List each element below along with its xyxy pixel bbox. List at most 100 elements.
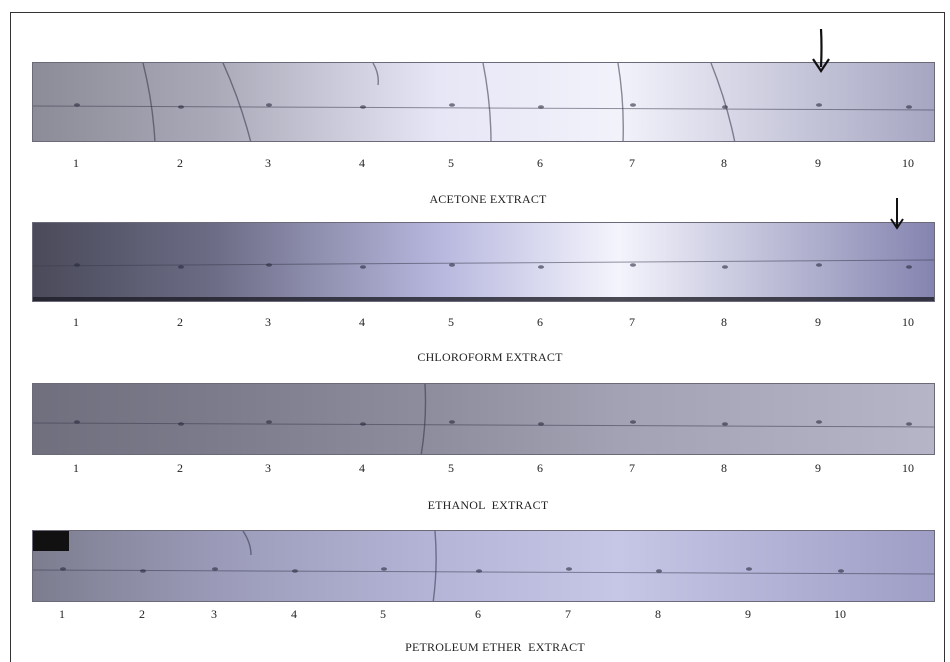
acetone-arrow-icon (812, 28, 830, 73)
plate-crack (372, 63, 379, 86)
petroleum-ether-plate-image (32, 530, 935, 602)
sample-spot (630, 420, 636, 424)
lane-number: 8 (721, 461, 727, 475)
plate-bottom-edge (33, 297, 934, 301)
lane-number: 5 (448, 461, 454, 475)
sample-spot (178, 265, 184, 269)
petroleum-ether-lane-numbers: 1 2 3 4 5 6 7 8 9 10 (0, 607, 950, 623)
plate-details (33, 384, 934, 454)
lane-number: 1 (59, 607, 65, 621)
plate-crack (242, 531, 252, 556)
lane-number: 3 (265, 156, 271, 170)
lane-number: 2 (139, 607, 145, 621)
sample-spot (178, 422, 184, 426)
lane-number: 8 (721, 156, 727, 170)
plate-crack (617, 63, 624, 141)
plate-crack (420, 384, 427, 454)
chloroform-arrow-icon (890, 198, 904, 230)
sample-spot (566, 567, 572, 571)
sample-spot (266, 103, 272, 107)
lane-number: 10 (902, 461, 914, 475)
lane-number: 8 (721, 315, 727, 329)
sample-spot (630, 263, 636, 267)
sample-spot (722, 265, 728, 269)
plate-corner-shadow (33, 531, 69, 551)
lane-number: 9 (745, 607, 751, 621)
acetone-lane-numbers: 1 2 3 4 5 6 7 8 9 10 (0, 156, 950, 172)
sample-spot (178, 105, 184, 109)
sample-spot (449, 263, 455, 267)
plate-crack (710, 63, 736, 141)
acetone-plate-image (32, 62, 935, 142)
lane-number: 7 (629, 315, 635, 329)
origin-line (33, 259, 934, 267)
lane-number: 9 (815, 315, 821, 329)
sample-spot (538, 265, 544, 269)
sample-spot (360, 422, 366, 426)
lane-number: 4 (359, 461, 365, 475)
sample-spot (656, 569, 662, 573)
sample-spot (538, 422, 544, 426)
sample-spot (816, 103, 822, 107)
sample-spot (74, 103, 80, 107)
sample-spot (266, 263, 272, 267)
lane-number: 2 (177, 156, 183, 170)
lane-number: 5 (448, 315, 454, 329)
sample-spot (906, 422, 912, 426)
sample-spot (630, 103, 636, 107)
sample-spot (60, 567, 66, 571)
lane-number: 8 (655, 607, 661, 621)
sample-spot (722, 422, 728, 426)
sample-spot (449, 420, 455, 424)
sample-spot (266, 420, 272, 424)
lane-number: 10 (902, 315, 914, 329)
figure-frame (10, 12, 945, 662)
plate-crack (222, 63, 252, 141)
ethanol-caption: ETHANOL EXTRACT (427, 498, 549, 512)
lane-number: 1 (73, 461, 79, 475)
chloroform-lane-numbers: 1 2 3 4 5 6 7 8 9 10 (0, 315, 950, 331)
ethanol-plate-image (32, 383, 935, 455)
lane-number: 6 (475, 607, 481, 621)
lane-number: 1 (73, 315, 79, 329)
sample-spot (74, 420, 80, 424)
lane-number: 7 (565, 607, 571, 621)
lane-number: 3 (265, 315, 271, 329)
sample-spot (360, 265, 366, 269)
sample-spot (381, 567, 387, 571)
lane-number: 1 (73, 156, 79, 170)
lane-number: 9 (815, 156, 821, 170)
lane-number: 10 (902, 156, 914, 170)
lane-number: 10 (834, 607, 846, 621)
sample-spot (816, 263, 822, 267)
lane-number: 6 (537, 315, 543, 329)
origin-line (33, 569, 934, 575)
sample-spot (140, 569, 146, 573)
origin-line (33, 422, 934, 428)
sample-spot (292, 569, 298, 573)
sample-spot (746, 567, 752, 571)
sample-spot (906, 265, 912, 269)
petroleum-ether-caption: PETROLEUM ETHER EXTRACT (405, 640, 585, 654)
lane-number: 4 (359, 156, 365, 170)
acetone-caption: ACETONE EXTRACT (429, 192, 547, 206)
plate-crack (482, 63, 492, 141)
origin-line (33, 105, 934, 111)
sample-spot (449, 103, 455, 107)
lane-number: 3 (265, 461, 271, 475)
sample-spot (476, 569, 482, 573)
lane-number: 4 (291, 607, 297, 621)
plate-details (33, 259, 934, 301)
chloroform-caption: CHLOROFORM EXTRACT (417, 350, 563, 364)
lane-number: 4 (359, 315, 365, 329)
lane-number: 7 (629, 156, 635, 170)
lane-number: 6 (537, 156, 543, 170)
plate-crack (142, 63, 156, 141)
lane-number: 9 (815, 461, 821, 475)
sample-spot (360, 105, 366, 109)
lane-number: 2 (177, 315, 183, 329)
plate-details (33, 531, 934, 601)
sample-spot (906, 105, 912, 109)
chloroform-plate-image (32, 222, 935, 302)
plate-crack (432, 531, 437, 601)
